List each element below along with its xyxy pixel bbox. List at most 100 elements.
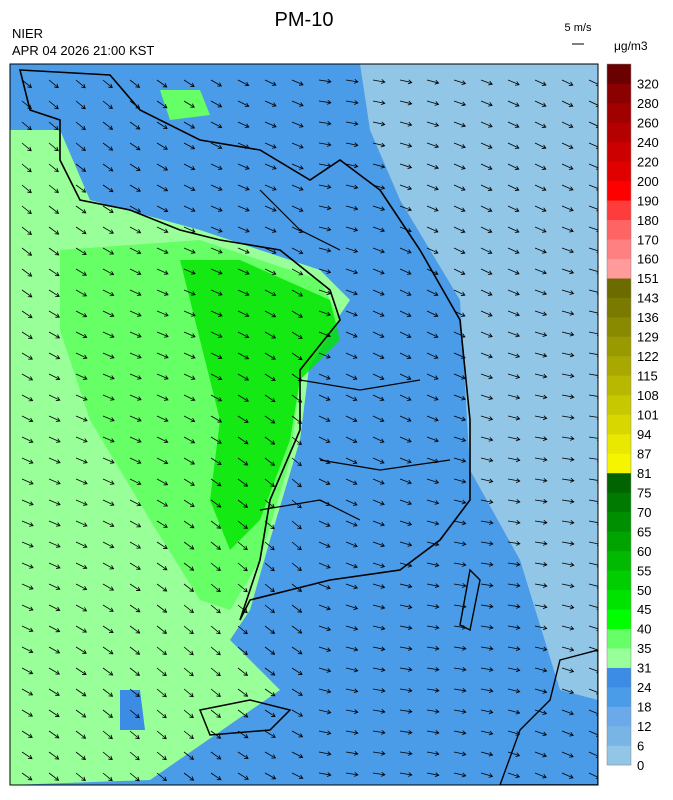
colorbar-label: 6 [637,739,644,754]
wind-arrow [48,499,61,506]
wind-arrow [264,709,276,717]
wind-arrow [210,457,222,465]
wind-arrow [480,646,494,651]
wind-arrow [183,478,195,486]
wind-arrow [264,184,277,191]
wind-arrow [129,751,140,761]
wind-arrow [426,268,439,275]
wind-arrow [75,541,88,548]
wind-arrow [426,541,440,547]
wind-arrow [21,667,34,675]
wind-arrow [345,604,359,610]
wind-arrow [372,331,385,338]
wind-arrow [210,583,221,593]
wind-arrow [453,562,467,567]
wind-arrow [561,583,575,589]
wind-arrow [534,604,548,610]
colorbar-frame [606,63,632,766]
wind-arrow [264,289,277,297]
wind-arrow [129,730,140,740]
wind-arrow [237,562,248,572]
wind-arrow [507,730,521,736]
colorbar-segment [607,667,631,688]
wind-arrow [426,499,440,505]
wind-arrow [534,709,548,715]
wind-arrow [237,520,248,530]
wind-arrow [48,226,60,235]
colorbar: 0 6 12 18 24 31 35 40 45 50 55 60 65 70 75 81 87 94 101 108… [606,63,659,773]
wind-arrow [318,562,331,569]
wind-arrow [291,121,304,128]
wind-arrow [534,688,548,694]
wind-arrow [318,184,332,190]
wind-arrow [534,121,547,128]
wind-arrow [264,121,277,128]
wind-arrow [75,499,88,506]
wind-arrow [210,478,222,487]
wind-arrow [345,478,358,485]
wind-arrow [75,562,88,570]
wind-arrow [75,142,86,151]
wind-arrow [237,730,249,739]
wind-arrow [291,184,304,191]
wind-arrow [21,394,34,402]
wind-arrow [399,499,413,506]
wind-arrow [291,289,304,297]
colorbar-segment [607,433,631,454]
wind-arrow [453,541,467,547]
wind-arrow [129,709,140,719]
wind-arrow [534,646,548,652]
wind-arrow [372,604,386,610]
wind-arrow [426,625,440,630]
wind-arrow [183,772,195,781]
wind-arrow [318,268,332,274]
wind-arrow [48,247,60,256]
wind-arrow [48,100,59,110]
wind-arrow [507,519,521,525]
wind-arrow [48,436,61,443]
wind-arrow [426,79,440,85]
wind-arrow [345,415,358,422]
wind-arrow [588,79,598,86]
colorbar-segment [607,414,631,435]
wind-arrow [102,100,113,110]
colorbar-label: 45 [637,602,651,617]
wind-arrow [237,499,249,508]
wind-arrow [480,730,494,736]
wind-arrow [480,541,494,546]
wind-arrow [237,247,250,254]
wind-arrow [453,310,466,317]
wind-arrow [156,352,169,359]
wind-arrow [291,226,304,233]
wind-arrow [480,142,493,149]
wind-arrow [399,247,412,254]
wind-arrow [426,184,439,191]
wind-arrow [372,100,386,106]
wind-arrow [156,373,169,380]
wind-arrow [156,541,168,549]
wind-arrow [345,541,358,548]
wind-arrow [264,562,275,572]
wind-arrow [102,373,115,380]
wind-arrow [291,688,303,696]
wind-arrow [345,121,359,126]
wind-arrow [264,604,275,614]
wind-arrow [453,751,467,757]
wind-arrow [21,415,34,423]
wind-arrow [156,478,169,486]
wind-arrow [426,226,439,233]
wind-arrow [453,142,466,149]
title: PM-10 [275,9,334,31]
source: NIER [12,26,43,41]
wind-arrow [102,688,114,697]
wind-arrow [480,247,493,254]
wind-arrow [561,289,575,295]
wind-arrow [480,624,494,630]
wind-arrow [453,394,466,401]
wind-arrow [129,205,142,213]
wind-arrow [534,667,548,673]
colorbar-segment [607,180,631,201]
colorbar-label: 136 [637,310,659,325]
wind-arrow [399,100,413,106]
wind-arrow [129,79,141,88]
